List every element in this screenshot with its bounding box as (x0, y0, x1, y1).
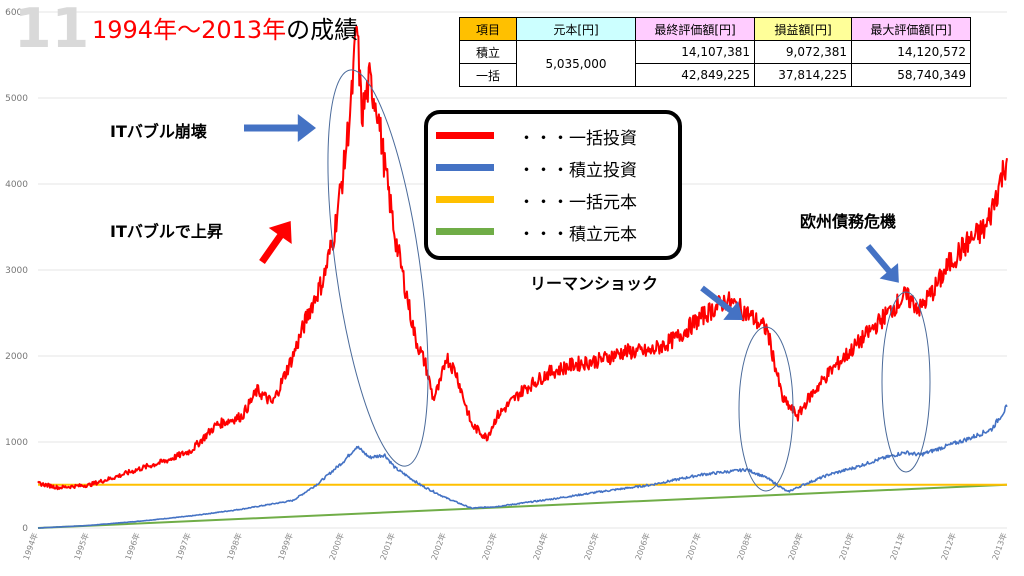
x-tick-label: 1994年 (21, 531, 40, 561)
x-tick-label: 1999年 (276, 531, 295, 561)
y-tick-label: 1000 (5, 438, 28, 448)
x-tick-label: 2012年 (939, 531, 958, 561)
x-tick-label: 2005年 (582, 531, 601, 561)
slide-number: 11 (14, 0, 90, 60)
y-tick-label: 5000 (5, 94, 28, 104)
annotation-shapes (244, 69, 931, 492)
series-line-4 (37, 483, 1008, 529)
legend-label: ・・・積立元本 (518, 225, 637, 245)
annotation-lehman: リーマンショック (530, 274, 659, 293)
legend-swatch (436, 132, 494, 139)
table-row: 一括 42,849,225 37,814,225 58,740,349 (459, 63, 971, 87)
x-tick-label: 2010年 (837, 531, 856, 561)
x-tick-label: 2001年 (378, 531, 397, 561)
final-value-cell: 14,107,381 (635, 40, 755, 64)
x-tick-label: 2006年 (633, 531, 652, 561)
arrow-right-icon (244, 114, 316, 142)
x-tick-label: 2011年 (888, 531, 907, 561)
chart-legend: ・・・一括投資 ・・・積立投資 ・・・一括元本 ・・・積立元本 (424, 110, 682, 260)
profit-cell: 37,814,225 (754, 63, 852, 87)
final-value-cell: 42,849,225 (635, 63, 755, 87)
y-tick-label: 4000 (5, 180, 28, 190)
summary-table: 項目 元本[円] 最終評価額[円] 損益額[円] 最大評価額[円] 積立 5,0… (459, 17, 971, 87)
annotation-it-collapse: ITバブル崩壊 (110, 122, 207, 141)
row-label: 一括 (459, 63, 517, 87)
title-period: 1994年～2013年 (92, 16, 287, 44)
grid-lines (38, 11, 1007, 529)
series-line-2 (37, 404, 1008, 529)
x-tick-label: 2000年 (327, 531, 346, 561)
header-final-value: 最終評価額[円] (635, 17, 755, 41)
max-value-cell: 58,740,349 (851, 63, 971, 87)
x-tick-label: 1998年 (225, 531, 244, 561)
x-tick-label: 2013年 (990, 531, 1009, 561)
header-principal: 元本[円] (516, 17, 636, 41)
annotation-it-rise: ITバブルで上昇 (110, 222, 223, 241)
legend-item: ・・・一括元本 (428, 186, 678, 216)
highlight-ellipse (738, 326, 794, 492)
table-row: 積立 5,035,000 14,107,381 9,072,381 14,120… (459, 40, 971, 87)
y-tick-label: 3000 (5, 266, 28, 276)
x-tick-label: 2008年 (735, 531, 754, 561)
highlight-ellipse (327, 69, 429, 467)
max-value-cell: 14,120,572 (851, 40, 971, 64)
table-header-row: 項目 元本[円] 最終評価額[円] 損益額[円] 最大評価額[円] (459, 17, 971, 41)
profit-cell: 9,072,381 (754, 40, 852, 64)
x-tick-label: 2004年 (531, 531, 550, 561)
arrow-down-right-icon (700, 285, 743, 321)
principal-cell: 5,035,000 (516, 40, 636, 87)
y-tick-label: 0 (22, 524, 28, 534)
x-tick-label: 1995年 (72, 531, 91, 561)
legend-item: ・・・一括投資 (428, 122, 678, 152)
legend-label: ・・・積立投資 (518, 161, 637, 181)
arrow-down-right-icon-shape (700, 285, 743, 321)
y-tick-label: 2000 (5, 352, 28, 362)
arrow-up-icon (259, 221, 292, 265)
x-axis-ticks: 1994年 1995年 1996年 1997年 1998年 1999年 2000年 2001年… (21, 531, 1009, 561)
legend-item: ・・・積立元本 (428, 218, 678, 248)
legend-item: ・・・積立投資 (428, 154, 678, 184)
page-title: 1994年～2013年の成績 (92, 10, 358, 45)
x-tick-label: 1997年 (174, 531, 193, 561)
x-tick-label: 2002年 (429, 531, 448, 561)
legend-label: ・・・一括元本 (518, 193, 637, 213)
legend-label: ・・・一括投資 (518, 129, 637, 149)
arrow-down-right-icon-shape (865, 244, 899, 283)
x-tick-label: 2009年 (786, 531, 805, 561)
legend-swatch (436, 164, 494, 171)
y-tick-label: 6000 (5, 8, 28, 18)
header-max-value: 最大評価額[円] (851, 17, 971, 41)
header-item: 項目 (459, 17, 517, 41)
arrow-right-icon-shape (244, 114, 316, 142)
legend-swatch (436, 196, 494, 203)
arrow-down-right-icon (865, 244, 899, 283)
y-axis-ticks: 0 1000 2000 3000 4000 5000 6000 (5, 8, 28, 534)
arrow-up-icon-shape (259, 221, 292, 265)
header-profit: 損益額[円] (754, 17, 852, 41)
legend-swatch (436, 228, 494, 235)
series-line-1 (37, 25, 1008, 491)
x-tick-label: 1996年 (123, 531, 142, 561)
x-tick-label: 2003年 (480, 531, 499, 561)
x-tick-label: 2007年 (684, 531, 703, 561)
annotation-euro-crisis: 欧州債務危機 (800, 212, 897, 231)
title-suffix: の成績 (286, 16, 359, 44)
highlight-ellipse (881, 291, 931, 473)
row-label: 積立 (459, 40, 517, 64)
series-lines (37, 25, 1008, 529)
